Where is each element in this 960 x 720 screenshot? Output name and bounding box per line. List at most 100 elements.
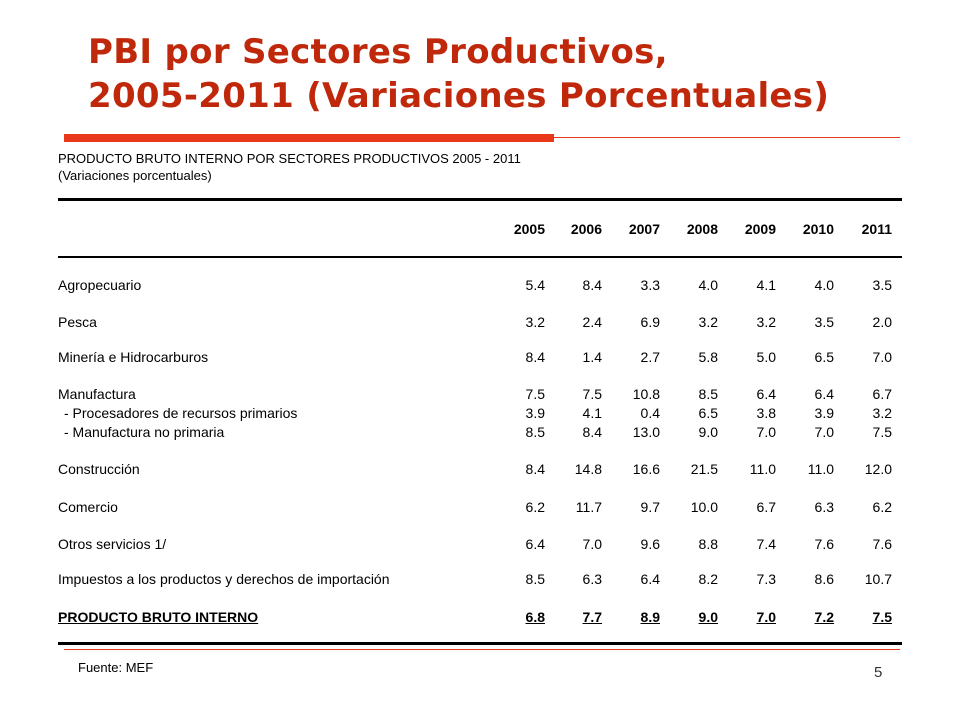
- cell-value: 9.0: [698, 609, 718, 625]
- cell-value: 4.0: [698, 277, 718, 293]
- cell-value: 6.4: [814, 386, 834, 402]
- cell-value: 6.4: [525, 536, 545, 552]
- row-label: Manufactura: [58, 386, 136, 402]
- table-row-otros-servicios: Otros servicios 1/ 6.4 7.0 9.6 8.8 7.4 7…: [58, 536, 902, 552]
- table-row-construccion: Construcción 8.4 14.8 16.6 21.5 11.0 11.…: [58, 461, 902, 477]
- cell-value: 3.2: [872, 405, 892, 421]
- cell-value: 3.9: [814, 405, 834, 421]
- cell-value: 3.2: [756, 314, 776, 330]
- table-top-rule: [58, 198, 902, 201]
- cell-value: 8.5: [525, 424, 545, 440]
- cell-value: 7.0: [756, 609, 776, 625]
- cell-value: 3.9: [525, 405, 545, 421]
- cell-value: 9.6: [640, 536, 660, 552]
- cell-value: 8.4: [525, 349, 545, 365]
- cell-value: 8.9: [640, 609, 660, 625]
- table-title: PRODUCTO BRUTO INTERNO POR SECTORES PROD…: [58, 151, 521, 166]
- cell-value: 6.7: [756, 499, 776, 515]
- slide-title: PBI por Sectores Productivos, 2005-2011 …: [88, 30, 829, 118]
- slide-title-line-2: 2005-2011 (Variaciones Porcentuales): [88, 76, 830, 116]
- table-row-comercio: Comercio 6.2 11.7 9.7 10.0 6.7 6.3 6.2: [58, 499, 902, 515]
- table-header-rule: [58, 256, 902, 258]
- cell-value: 9.7: [640, 499, 660, 515]
- row-label: - Manufactura no primaria: [64, 424, 225, 440]
- title-underline-thin: [554, 137, 900, 138]
- cell-value: 3.5: [814, 314, 834, 330]
- cell-value: 13.0: [632, 424, 660, 440]
- cell-value: 11.0: [749, 461, 776, 477]
- cell-value: 0.4: [640, 405, 660, 421]
- cell-value: 7.5: [872, 424, 892, 440]
- year-header: 2010: [802, 221, 834, 237]
- cell-value: 6.7: [872, 386, 892, 402]
- cell-value: 4.0: [814, 277, 834, 293]
- year-header: 2006: [570, 221, 602, 237]
- cell-value: 7.0: [814, 424, 834, 440]
- cell-value: 4.1: [756, 277, 776, 293]
- slide-title-line-1: PBI por Sectores Productivos,: [88, 32, 668, 72]
- cell-value: 6.2: [525, 499, 545, 515]
- cell-value: 6.9: [640, 314, 660, 330]
- cell-value: 21.5: [690, 461, 718, 477]
- row-label: Impuestos a los productos y derechos de …: [58, 571, 390, 587]
- cell-value: 3.2: [525, 314, 545, 330]
- cell-value: 3.5: [872, 277, 892, 293]
- cell-value: 10.7: [864, 571, 892, 587]
- cell-value: 2.7: [640, 349, 660, 365]
- table-caption: PRODUCTO BRUTO INTERNO POR SECTORES PROD…: [58, 150, 521, 184]
- cell-value: 7.5: [525, 386, 545, 402]
- cell-value: 3.3: [640, 277, 660, 293]
- cell-value: 5.4: [525, 277, 545, 293]
- cell-value: 8.6: [814, 571, 834, 587]
- cell-value: 7.0: [756, 424, 776, 440]
- cell-value: 8.4: [582, 277, 602, 293]
- row-label: Comercio: [58, 499, 118, 515]
- table-bottom-rule: [58, 642, 902, 645]
- cell-value: 7.7: [582, 609, 602, 625]
- row-label: - Procesadores de recursos primarios: [64, 405, 298, 421]
- cell-value: 6.8: [525, 609, 545, 625]
- cell-value: 7.4: [756, 536, 776, 552]
- cell-value: 6.2: [872, 499, 892, 515]
- table-row-procesadores-primarios: - Procesadores de recursos primarios 3.9…: [58, 405, 902, 421]
- cell-value: 6.3: [814, 499, 834, 515]
- cell-value: 10.0: [690, 499, 718, 515]
- cell-value: 14.8: [574, 461, 602, 477]
- row-label: PRODUCTO BRUTO INTERNO: [58, 609, 259, 625]
- cell-value: 8.4: [525, 461, 545, 477]
- source-note: Fuente: MEF: [78, 660, 154, 675]
- cell-value: 3.2: [698, 314, 718, 330]
- cell-value: 4.1: [582, 405, 602, 421]
- year-header: 2011: [861, 221, 892, 237]
- cell-value: 5.8: [698, 349, 718, 365]
- cell-value: 9.0: [698, 424, 718, 440]
- cell-value: 8.5: [698, 386, 718, 402]
- cell-value: 6.5: [814, 349, 834, 365]
- year-header: 2005: [513, 221, 545, 237]
- cell-value: 2.0: [872, 314, 892, 330]
- cell-value: 10.8: [632, 386, 660, 402]
- cell-value: 16.6: [632, 461, 660, 477]
- cell-value: 6.3: [582, 571, 602, 587]
- cell-value: 7.3: [756, 571, 776, 587]
- cell-value: 8.4: [582, 424, 602, 440]
- table-row-impuestos: Impuestos a los productos y derechos de …: [58, 571, 902, 587]
- table-row-mineria: Minería e Hidrocarburos 8.4 1.4 2.7 5.8 …: [58, 349, 902, 365]
- title-underline-thick: [64, 134, 554, 142]
- cell-value: 1.4: [582, 349, 602, 365]
- row-label: Otros servicios 1/: [58, 536, 167, 552]
- cell-value: 6.4: [756, 386, 776, 402]
- table-row-agropecuario: Agropecuario 5.4 8.4 3.3 4.0 4.1 4.0 3.5: [58, 277, 902, 293]
- cell-value: 7.2: [814, 609, 834, 625]
- cell-value: 11.7: [575, 499, 602, 515]
- cell-value: 7.5: [872, 609, 892, 625]
- year-header: 2009: [744, 221, 776, 237]
- cell-value: 6.5: [698, 405, 718, 421]
- cell-value: 8.5: [525, 571, 545, 587]
- cell-value: 6.4: [640, 571, 660, 587]
- table-row-total-pbi: PRODUCTO BRUTO INTERNO 6.8 7.7 8.9 9.0 7…: [58, 609, 902, 625]
- row-label: Pesca: [58, 314, 97, 330]
- cell-value: 7.6: [814, 536, 834, 552]
- cell-value: 12.0: [864, 461, 892, 477]
- cell-value: 11.0: [807, 461, 834, 477]
